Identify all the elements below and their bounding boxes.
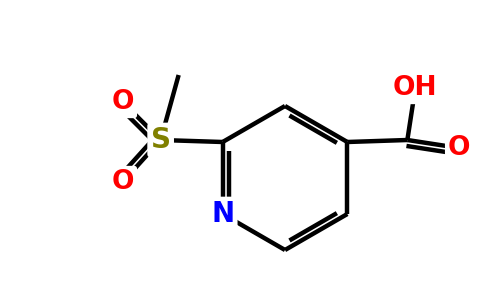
Text: O: O: [111, 89, 134, 115]
Text: OH: OH: [393, 75, 438, 101]
Text: S: S: [151, 126, 171, 154]
Text: N: N: [211, 200, 234, 228]
Text: O: O: [448, 135, 470, 161]
Text: O: O: [111, 169, 134, 195]
